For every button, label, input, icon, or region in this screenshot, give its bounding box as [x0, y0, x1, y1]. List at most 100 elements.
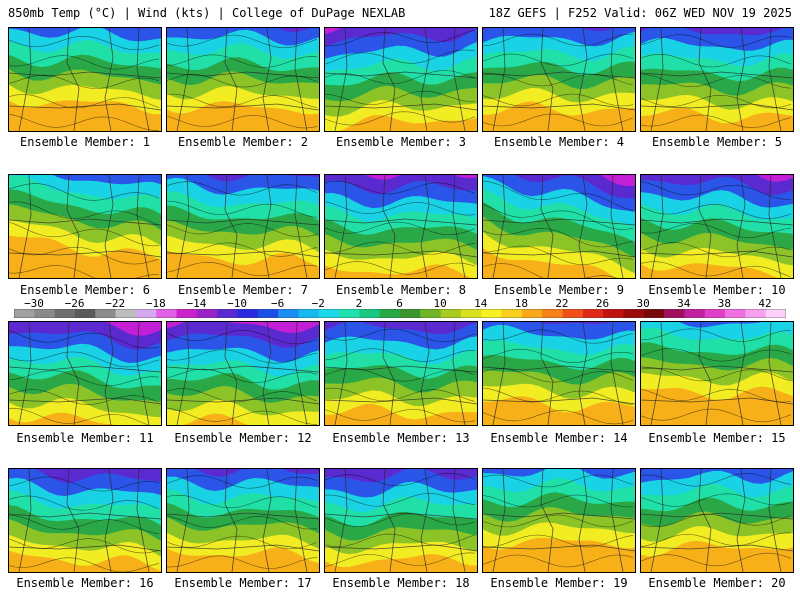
- colorbar-swatch: [196, 309, 218, 318]
- ensemble-panel: [8, 321, 162, 426]
- colorbar-swatch: [156, 309, 178, 318]
- colorbar-swatch: [704, 309, 726, 318]
- colorbar-tick-label: 22: [555, 297, 569, 310]
- ensemble-member-label: Ensemble Member: 16: [16, 576, 154, 590]
- temperature-map: [483, 469, 635, 572]
- ensemble-member-label: Ensemble Member: 6: [19, 283, 151, 297]
- colorbar-swatch: [623, 309, 645, 318]
- ensemble-member-label: Ensemble Member: 4: [493, 135, 625, 149]
- temperature-map: [325, 28, 477, 131]
- ensemble-panel: [482, 27, 636, 132]
- colorbar-swatch: [664, 309, 685, 318]
- colorbar-swatch: [725, 309, 746, 318]
- ensemble-member-label: Ensemble Member: 8: [335, 283, 467, 297]
- temperature-map: [167, 322, 319, 425]
- temperature-colorbar: [14, 309, 786, 318]
- ensemble-panel: [166, 321, 320, 426]
- temperature-map: [9, 322, 161, 425]
- temperature-map: [9, 175, 161, 278]
- ensemble-member-label: Ensemble Member: 14: [490, 431, 628, 445]
- ensemble-member-label: Ensemble Member: 11: [16, 431, 154, 445]
- ensemble-member-label: Ensemble Member: 12: [174, 431, 312, 445]
- ensemble-panel: [166, 27, 320, 132]
- colorbar-swatch: [460, 309, 482, 318]
- ensemble-panel: [324, 174, 478, 279]
- colorbar-swatch: [603, 309, 624, 318]
- colorbar-tick-label: −2: [311, 297, 325, 310]
- colorbar-swatch: [440, 309, 462, 318]
- colorbar-swatch: [14, 309, 35, 318]
- temperature-map: [641, 28, 793, 131]
- ensemble-member-label: Ensemble Member: 2: [177, 135, 309, 149]
- colorbar-swatch: [298, 309, 320, 318]
- colorbar-tick-label: −30: [24, 297, 44, 310]
- colorbar-swatch: [400, 309, 421, 318]
- ensemble-panel: [8, 27, 162, 132]
- colorbar-swatch: [339, 309, 360, 318]
- temperature-map: [167, 175, 319, 278]
- ensemble-panel: [166, 468, 320, 573]
- ensemble-panel: [640, 27, 794, 132]
- ensemble-panel: [166, 174, 320, 279]
- colorbar-tick-label: 42: [758, 297, 772, 310]
- colorbar-swatch: [379, 309, 401, 318]
- colorbar-tick-label: 6: [396, 297, 403, 310]
- temperature-map: [325, 469, 477, 572]
- temperature-map: [641, 322, 793, 425]
- colorbar-swatch: [542, 309, 564, 318]
- colorbar-swatch: [278, 309, 299, 318]
- ensemble-panel: [324, 468, 478, 573]
- ensemble-member-label: Ensemble Member: 15: [648, 431, 786, 445]
- ensemble-member-label: Ensemble Member: 18: [332, 576, 470, 590]
- colorbar-swatch: [54, 309, 76, 318]
- ensemble-member-label: Ensemble Member: 20: [648, 576, 786, 590]
- temperature-map: [483, 322, 635, 425]
- colorbar-tick-label: 10: [433, 297, 447, 310]
- colorbar-swatch: [420, 309, 442, 318]
- header-right: 18Z GEFS | F252 Valid: 06Z WED NOV 19 20…: [488, 6, 792, 20]
- header: 850mb Temp (°C) | Wind (kts) | College o…: [8, 6, 792, 22]
- colorbar-tick-label: −22: [105, 297, 126, 310]
- colorbar-swatch: [684, 309, 706, 318]
- colorbar-swatch: [745, 309, 767, 318]
- colorbar-tick-label: 30: [636, 297, 650, 310]
- ensemble-panel: [482, 174, 636, 279]
- colorbar-tick-label: 26: [595, 297, 610, 310]
- colorbar-swatch: [582, 309, 604, 318]
- colorbar-swatch: [135, 309, 157, 318]
- temperature-map: [641, 469, 793, 572]
- ensemble-panel: [640, 174, 794, 279]
- ensemble-member-label: Ensemble Member: 5: [651, 135, 783, 149]
- colorbar-swatch: [359, 309, 381, 318]
- ensemble-member-label: Ensemble Member: 7: [177, 283, 309, 297]
- colorbar-tick-label: 38: [717, 297, 731, 310]
- ensemble-member-label: Ensemble Member: 9: [493, 283, 625, 297]
- colorbar-swatch: [481, 309, 503, 318]
- temperature-map: [9, 28, 161, 131]
- colorbar-tick-label: −14: [186, 297, 207, 310]
- colorbar-swatch: [318, 309, 340, 318]
- ensemble-panel: [324, 321, 478, 426]
- ensemble-member-label: Ensemble Member: 19: [490, 576, 628, 590]
- ensemble-panel: [640, 321, 794, 426]
- ensemble-member-label: Ensemble Member: 10: [648, 283, 786, 297]
- colorbar-swatch: [643, 309, 665, 318]
- ensemble-panel: [482, 321, 636, 426]
- colorbar-swatch: [115, 309, 137, 318]
- colorbar-labels: −30 −26 −22 −18 −14 −10 −6 −2 2 6 10 14 18 22 26 30 34 38…: [0, 297, 800, 310]
- colorbar-tick-label: −10: [227, 297, 247, 310]
- colorbar-swatch: [95, 309, 117, 318]
- temperature-map: [325, 175, 477, 278]
- ensemble-member-label: Ensemble Member: 13: [332, 431, 470, 445]
- colorbar-tick-label: 34: [677, 297, 691, 310]
- colorbar-swatch: [74, 309, 96, 318]
- colorbar-tick-label: 14: [474, 297, 488, 310]
- ensemble-panel: [8, 468, 162, 573]
- ensemble-panel: [482, 468, 636, 573]
- colorbar-swatch: [521, 309, 543, 318]
- temperature-map: [325, 322, 477, 425]
- colorbar-swatch: [34, 309, 56, 318]
- temperature-map: [483, 175, 635, 278]
- colorbar-swatch: [562, 309, 584, 318]
- ensemble-panel: [8, 174, 162, 279]
